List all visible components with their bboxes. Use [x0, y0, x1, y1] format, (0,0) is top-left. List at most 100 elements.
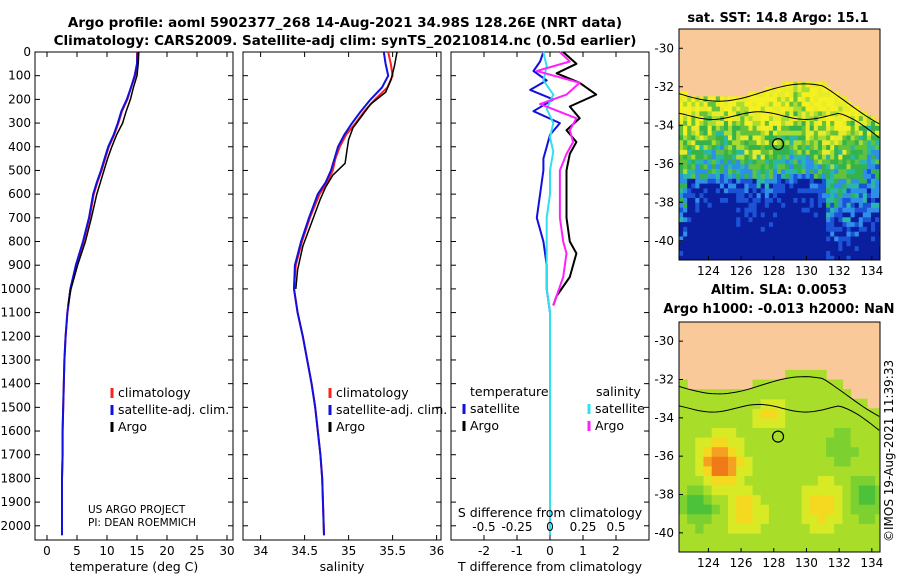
map-cell: [695, 130, 700, 136]
map-cell: [826, 134, 831, 141]
map-cell: [862, 139, 868, 146]
map-cell: [711, 158, 717, 165]
map-cell: [773, 120, 778, 126]
map-cell: [789, 149, 794, 155]
map-cell: [809, 240, 815, 247]
map-cell: [768, 115, 774, 121]
map-cell: [809, 484, 819, 496]
map-cell: [826, 250, 831, 256]
map-cell: [768, 192, 774, 198]
x-tick-label: 5: [73, 544, 81, 558]
map-cell: [850, 255, 856, 260]
map-cell: [744, 494, 754, 505]
map-cell: [858, 221, 864, 227]
map-cell: [715, 149, 721, 155]
map-cell: [683, 163, 688, 170]
map-cell: [854, 216, 860, 223]
map-cell: [711, 250, 717, 256]
map-cell: [736, 130, 741, 136]
map-cell: [687, 211, 692, 218]
map-cell: [850, 192, 856, 198]
map-cell: [785, 542, 794, 552]
map-cell: [850, 134, 856, 141]
map-cell: [773, 115, 778, 121]
map-cell: [826, 417, 835, 428]
map-cell: [830, 173, 835, 179]
map-cell: [715, 178, 721, 184]
map-cell: [875, 532, 880, 543]
map-cell: [830, 202, 835, 208]
map-cell: [862, 168, 868, 174]
map-cell: [777, 183, 782, 189]
map-cell: [695, 221, 700, 227]
map-cell: [785, 235, 790, 242]
map-cell: [817, 465, 827, 476]
map-cell: [777, 240, 782, 247]
map-cell: [813, 221, 819, 227]
map-cell: [842, 446, 852, 457]
map-cell: [842, 226, 848, 232]
map-cell: [842, 398, 852, 409]
map-cell: [781, 245, 786, 251]
map-cell: [785, 158, 790, 165]
map-cell: [817, 408, 827, 419]
map-cell: [719, 125, 725, 131]
map-cell: [752, 96, 758, 102]
map-cell: [703, 130, 709, 136]
map-cell: [764, 221, 770, 227]
map-cell: [740, 144, 745, 150]
map-cell: [834, 446, 843, 457]
map-cell: [781, 158, 786, 165]
map-cell: [736, 110, 741, 117]
map-cell: [691, 149, 696, 155]
map-cell: [760, 446, 770, 457]
x-tick-label: 1: [579, 544, 587, 558]
map-cell: [732, 110, 737, 117]
map-cell: [773, 245, 778, 251]
map-cell: [768, 149, 774, 155]
map-cell: [838, 202, 843, 208]
map-cell: [691, 216, 696, 223]
map-cell: [805, 158, 811, 165]
map-cell: [785, 504, 794, 515]
map-cell: [679, 106, 684, 112]
map-x-tick-label: 126: [730, 264, 753, 278]
map-cell: [723, 154, 729, 160]
map-cell: [826, 110, 831, 117]
map-cell: [809, 91, 815, 97]
map-cell: [736, 106, 741, 112]
map-cell: [789, 106, 794, 112]
map-x-tick-label: 130: [795, 556, 818, 570]
map-cell: [723, 187, 729, 194]
map-cell: [858, 202, 864, 208]
map-cell: [691, 221, 696, 227]
map-cell: [830, 168, 835, 174]
map-cell: [801, 130, 807, 136]
map-cell: [858, 226, 864, 232]
map-cell: [711, 475, 721, 486]
map-cell: [744, 144, 750, 150]
map-cell: [699, 163, 705, 170]
map-cell: [687, 154, 692, 160]
map-cell: [805, 221, 811, 227]
map-cell: [748, 226, 754, 232]
map-cell: [679, 139, 684, 146]
map-cell: [850, 523, 860, 534]
map-cell: [777, 154, 782, 160]
map-cell: [773, 86, 778, 93]
map-cell: [728, 125, 733, 131]
map-cell: [797, 86, 803, 93]
map-cell: [842, 120, 848, 126]
map-cell: [764, 158, 770, 165]
map-cell: [805, 96, 811, 102]
map-cell: [781, 183, 786, 189]
map-cell: [789, 202, 794, 208]
map-cell: [752, 154, 758, 160]
map-cell: [781, 115, 786, 121]
map-cell: [711, 523, 721, 534]
map-cell: [854, 235, 860, 242]
map-y-tick-label: -40: [654, 526, 674, 540]
map-cell: [793, 178, 799, 184]
map-cell: [854, 149, 860, 155]
map-cell: [768, 456, 778, 467]
